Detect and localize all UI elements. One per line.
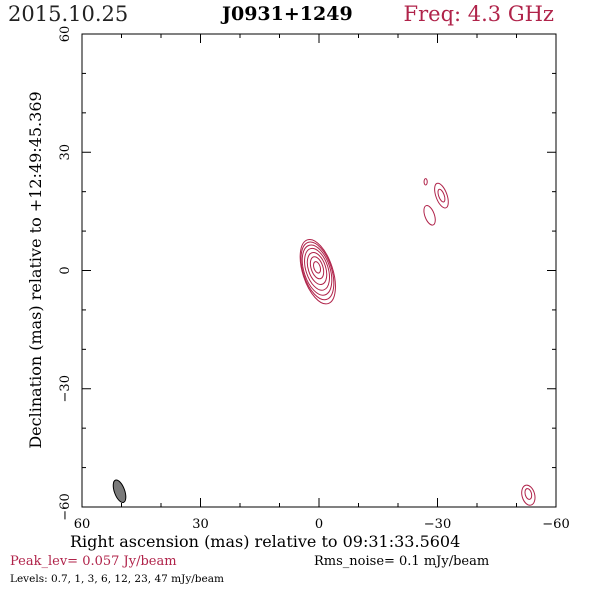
x-tick-label: 30 bbox=[192, 517, 209, 532]
contour-levels-label: Levels: 0.7, 1, 3, 6, 12, 23, 47 mJy/bea… bbox=[10, 573, 224, 585]
contour-jet-speck-0 bbox=[423, 178, 428, 186]
contour-core-2 bbox=[301, 244, 333, 296]
y-tick-label: 0 bbox=[58, 266, 73, 274]
y-tick-label: −30 bbox=[58, 375, 73, 402]
contour-core-3 bbox=[304, 247, 330, 291]
x-tick-label: 60 bbox=[74, 517, 91, 532]
component-edge-component bbox=[521, 484, 536, 506]
rms-noise-label: Rms_noise= 0.1 mJy/beam bbox=[314, 554, 490, 569]
plot-axes-group bbox=[81, 33, 557, 508]
y-tick-label: −60 bbox=[58, 493, 73, 520]
peak-level-label: Peak_lev= 0.057 Jy/beam bbox=[10, 554, 177, 569]
observation-date: 2015.10.25 bbox=[8, 2, 129, 26]
x-tick-label: −60 bbox=[542, 517, 569, 532]
beam-group bbox=[112, 479, 127, 503]
contour-jet-blob-0 bbox=[423, 205, 436, 226]
contour-core-6 bbox=[313, 261, 322, 274]
y-axis-label: Declination (mas) relative to +12:49:45.… bbox=[26, 91, 45, 448]
contour-edge-component-0 bbox=[521, 484, 536, 506]
x-tick-label: −30 bbox=[424, 517, 451, 532]
frequency-label: Freq: 4.3 GHz bbox=[403, 2, 554, 26]
component-core bbox=[299, 238, 336, 305]
y-tick-label: 60 bbox=[58, 26, 73, 43]
beam-ellipse bbox=[112, 479, 127, 503]
x-axis-label: Right ascension (mas) relative to 09:31:… bbox=[70, 532, 461, 551]
source-name: J0931+1249 bbox=[222, 3, 353, 25]
contours-group bbox=[299, 178, 536, 506]
contour-core-0 bbox=[299, 238, 336, 305]
plot-frame bbox=[81, 33, 557, 508]
y-tick-label: 30 bbox=[58, 144, 73, 161]
component-jet-speck bbox=[423, 178, 428, 186]
contour-jet-knot-1 bbox=[437, 188, 446, 203]
contour-core-5 bbox=[309, 256, 325, 280]
contour-core-4 bbox=[306, 252, 328, 286]
contour-jet-knot-0 bbox=[434, 182, 449, 209]
contour-edge-component-1 bbox=[524, 488, 533, 500]
contour-core-1 bbox=[300, 241, 335, 301]
component-jet-blob bbox=[423, 205, 436, 226]
x-tick-label: 0 bbox=[315, 517, 323, 532]
component-jet-knot bbox=[434, 182, 449, 209]
